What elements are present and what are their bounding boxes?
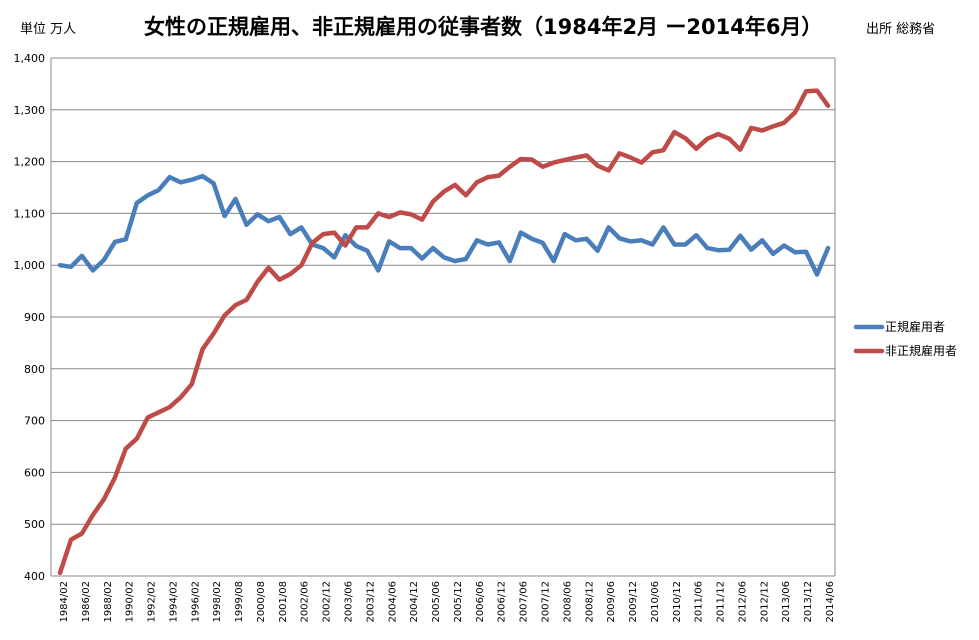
x-tick-label: 2002/12: [322, 581, 333, 623]
legend-label: 正規雇用者: [885, 319, 945, 334]
x-tick-label: 2003/12: [365, 581, 376, 623]
x-tick-label: 1999/08: [234, 581, 245, 623]
chart-title: 女性の正規雇用、非正規雇用の従事者数（1984年2月 ー2014年6月）: [144, 15, 823, 39]
axes: [50, 58, 836, 577]
x-tick-label: 2008/12: [584, 581, 595, 623]
x-tick-label: 2008/06: [562, 581, 573, 623]
y-tick-label: 400: [24, 570, 45, 583]
x-tick-label: 1992/02: [147, 581, 158, 623]
x-tick-label: 1984/02: [59, 581, 70, 623]
series-lines: [57, 88, 831, 576]
series-line-regular: [57, 173, 831, 277]
x-tick-label: 1988/02: [103, 581, 114, 623]
x-tick-label: 2006/06: [475, 581, 486, 623]
y-tick-label: 1,000: [14, 259, 46, 272]
x-tick-label: 2005/06: [431, 581, 442, 623]
x-tick-label: 2010/12: [672, 581, 683, 623]
x-tick-label: 2009/06: [606, 581, 617, 623]
x-tick-label: 2000/08: [256, 581, 267, 623]
x-tick-label: 1994/02: [168, 581, 179, 623]
x-axis-tick-labels: 1984/02 1986/02 1988/02 1990/02 1992/02 1994/…: [59, 581, 836, 623]
x-tick-label: 2002/06: [300, 581, 311, 623]
y-tick-label: 900: [24, 311, 45, 324]
x-tick-label: 2013/06: [781, 581, 792, 623]
y-tick-label: 500: [24, 518, 45, 531]
x-tick-label: 1996/02: [190, 581, 201, 623]
source-label: 出所 総務省: [866, 22, 936, 37]
x-tick-label: 2007/12: [540, 581, 551, 623]
x-tick-label: 2014/06: [825, 581, 836, 623]
y-tick-label: 800: [24, 363, 45, 376]
y-tick-label: 1,400: [14, 52, 46, 65]
x-tick-label: 2013/12: [803, 581, 814, 623]
y-tick-label: 600: [24, 466, 45, 479]
x-tick-label: 2007/06: [519, 581, 530, 623]
x-tick-label: 2001/08: [278, 581, 289, 623]
x-tick-label: 1990/02: [125, 581, 136, 623]
x-tick-label: 2005/12: [453, 581, 464, 623]
x-tick-label: 2012/06: [737, 581, 748, 623]
x-tick-label: 2004/12: [409, 581, 420, 623]
y-axis-tick-labels: 400 500 600 700 800 900 1,000 1,100 1,200 1,300 1,…: [14, 52, 46, 583]
x-tick-label: 1998/02: [212, 581, 223, 623]
x-tick-label: 1986/02: [81, 581, 92, 623]
x-tick-label: 2009/12: [628, 581, 639, 623]
legend-label: 非正規雇用者: [885, 343, 957, 358]
y-tick-label: 1,100: [14, 207, 46, 220]
x-tick-label: 2003/06: [344, 581, 355, 623]
x-tick-label: 2010/06: [650, 581, 661, 623]
y-tick-label: 1,200: [14, 156, 46, 169]
unit-label: 単位 万人: [20, 22, 77, 37]
x-tick-label: 2006/12: [497, 581, 508, 623]
x-tick-label: 2011/12: [716, 581, 727, 623]
y-tick-label: 700: [24, 415, 45, 428]
series-line-nonregular: [57, 88, 831, 576]
x-tick-label: 2011/06: [694, 581, 705, 623]
x-tick-label: 2004/06: [387, 581, 398, 623]
y-tick-label: 1,300: [14, 104, 46, 117]
x-tick-label: 2012/12: [759, 581, 770, 623]
grid-lines: [51, 57, 835, 577]
